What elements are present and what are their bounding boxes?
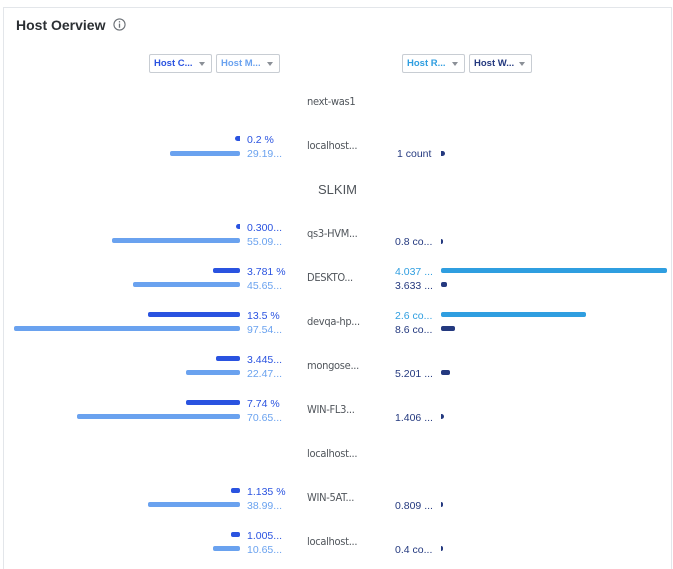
chevron-down-icon bbox=[519, 62, 525, 66]
chevron-down-icon bbox=[452, 62, 458, 66]
host-name[interactable]: localhost... bbox=[307, 139, 358, 152]
wait-value: 1 count bbox=[397, 148, 432, 160]
memory-bar bbox=[148, 502, 240, 507]
cpu-metric-label: Host C... bbox=[154, 58, 193, 69]
memory-bar bbox=[77, 414, 240, 419]
memory-value: 38.99... bbox=[247, 500, 283, 512]
response-bar bbox=[441, 312, 586, 317]
cpu-bar bbox=[231, 532, 240, 537]
host-name[interactable]: localhost... bbox=[307, 447, 358, 460]
wait-metric-dropdown[interactable]: Host W... bbox=[469, 54, 532, 73]
cpu-bar bbox=[213, 268, 240, 273]
memory-value: 22.47... bbox=[247, 368, 283, 380]
wait-bar bbox=[441, 326, 455, 331]
wait-value: 0.4 co... bbox=[395, 544, 433, 556]
cpu-bar bbox=[186, 400, 240, 405]
memory-value: 70.65... bbox=[247, 412, 283, 424]
cpu-bar bbox=[148, 312, 240, 317]
wait-metric-label: Host W... bbox=[474, 58, 515, 69]
cpu-value: 3.445... bbox=[247, 354, 283, 366]
response-metric-label: Host R... bbox=[407, 58, 446, 69]
memory-metric-dropdown[interactable]: Host M... bbox=[216, 54, 280, 73]
chevron-down-icon bbox=[199, 62, 205, 66]
wait-bar bbox=[441, 151, 445, 156]
host-name[interactable]: WIN-FL3... bbox=[307, 403, 355, 416]
cpu-metric-dropdown[interactable]: Host C... bbox=[149, 54, 212, 73]
host-name[interactable]: next-was1 bbox=[307, 95, 356, 108]
memory-bar bbox=[112, 238, 240, 243]
cpu-value: 7.74 % bbox=[247, 398, 280, 410]
host-name[interactable]: DESKTO... bbox=[307, 271, 353, 284]
cpu-bar bbox=[236, 224, 240, 229]
memory-value: 97.54... bbox=[247, 324, 283, 336]
response-value: 2.6 co... bbox=[395, 310, 433, 322]
memory-value: 10.65... bbox=[247, 544, 283, 556]
wait-value: 5.201 ... bbox=[395, 368, 433, 380]
chevron-down-icon bbox=[267, 62, 273, 66]
memory-value: 55.09... bbox=[247, 236, 283, 248]
host-name[interactable]: SLKIM bbox=[318, 182, 358, 197]
memory-value: 45.65... bbox=[247, 280, 283, 292]
host-name[interactable]: qs3-HVM... bbox=[307, 227, 358, 240]
wait-value: 8.6 co... bbox=[395, 324, 433, 336]
wait-value: 0.809 ... bbox=[395, 500, 433, 512]
response-bar bbox=[441, 268, 667, 273]
host-overview-panel bbox=[3, 7, 672, 569]
memory-bar bbox=[14, 326, 240, 331]
host-name[interactable]: mongose... bbox=[307, 359, 359, 372]
response-value: 4.037 ... bbox=[395, 266, 433, 278]
cpu-bar bbox=[216, 356, 240, 361]
memory-bar bbox=[133, 282, 240, 287]
wait-bar bbox=[441, 502, 443, 507]
cpu-value: 3.781 % bbox=[247, 266, 286, 278]
host-name[interactable]: devqa-hp... bbox=[307, 315, 360, 328]
cpu-value: 1.135 % bbox=[247, 486, 286, 498]
cpu-value: 1.005... bbox=[247, 530, 283, 542]
info-icon[interactable] bbox=[113, 18, 126, 31]
cpu-value: 0.2 % bbox=[247, 134, 274, 146]
wait-value: 1.406 ... bbox=[395, 412, 433, 424]
memory-metric-label: Host M... bbox=[221, 58, 261, 69]
panel-title: Host Oerview bbox=[16, 17, 106, 33]
memory-bar bbox=[213, 546, 240, 551]
cpu-bar bbox=[231, 488, 240, 493]
cpu-value: 13.5 % bbox=[247, 310, 280, 322]
memory-bar bbox=[170, 151, 240, 156]
memory-value: 29.19... bbox=[247, 148, 283, 160]
wait-value: 3.633 ... bbox=[395, 280, 433, 292]
response-metric-dropdown[interactable]: Host R... bbox=[402, 54, 465, 73]
wait-bar bbox=[441, 370, 450, 375]
host-name[interactable]: localhost... bbox=[307, 535, 358, 548]
wait-bar bbox=[441, 239, 443, 244]
host-name[interactable]: WIN-5AT... bbox=[307, 491, 355, 504]
wait-bar bbox=[441, 282, 447, 287]
cpu-value: 0.300... bbox=[247, 222, 283, 234]
wait-value: 0.8 co... bbox=[395, 236, 433, 248]
wait-bar bbox=[441, 546, 443, 551]
cpu-bar bbox=[235, 136, 240, 141]
memory-bar bbox=[186, 370, 240, 375]
wait-bar bbox=[441, 414, 444, 419]
